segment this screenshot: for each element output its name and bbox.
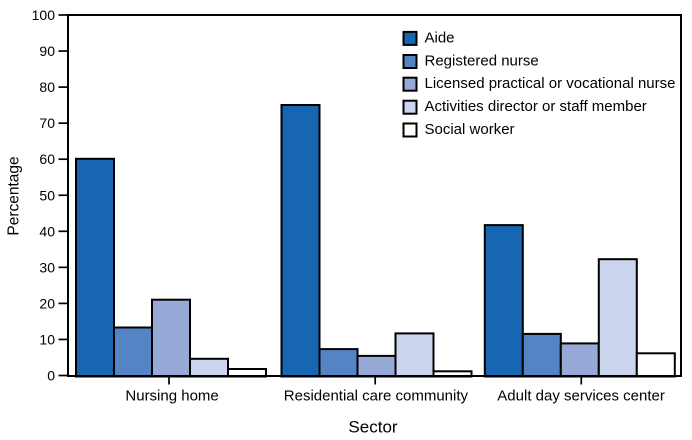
svg-text:Activities director or staff m: Activities director or staff member: [425, 98, 647, 115]
svg-text:Residential care community: Residential care community: [284, 388, 469, 405]
svg-text:Registered nurse: Registered nurse: [425, 53, 539, 70]
svg-text:50: 50: [39, 187, 55, 203]
svg-text:10: 10: [39, 331, 55, 347]
svg-text:40: 40: [39, 223, 55, 239]
svg-text:Adult day services center: Adult day services center: [497, 388, 665, 405]
svg-text:70: 70: [39, 115, 55, 131]
svg-text:60: 60: [39, 151, 55, 167]
svg-text:30: 30: [39, 259, 55, 275]
svg-text:90: 90: [39, 43, 55, 59]
svg-text:Percentage: Percentage: [6, 156, 23, 235]
svg-text:Sector: Sector: [348, 418, 397, 437]
svg-text:80: 80: [39, 79, 55, 95]
svg-text:Nursing home: Nursing home: [125, 388, 218, 405]
svg-text:0: 0: [47, 368, 55, 384]
svg-text:Aide: Aide: [425, 29, 455, 46]
svg-text:20: 20: [39, 295, 55, 311]
svg-text:100: 100: [32, 7, 56, 23]
svg-text:Social worker: Social worker: [425, 121, 515, 138]
svg-text:Licensed practical or vocation: Licensed practical or vocational nurse: [425, 75, 676, 92]
